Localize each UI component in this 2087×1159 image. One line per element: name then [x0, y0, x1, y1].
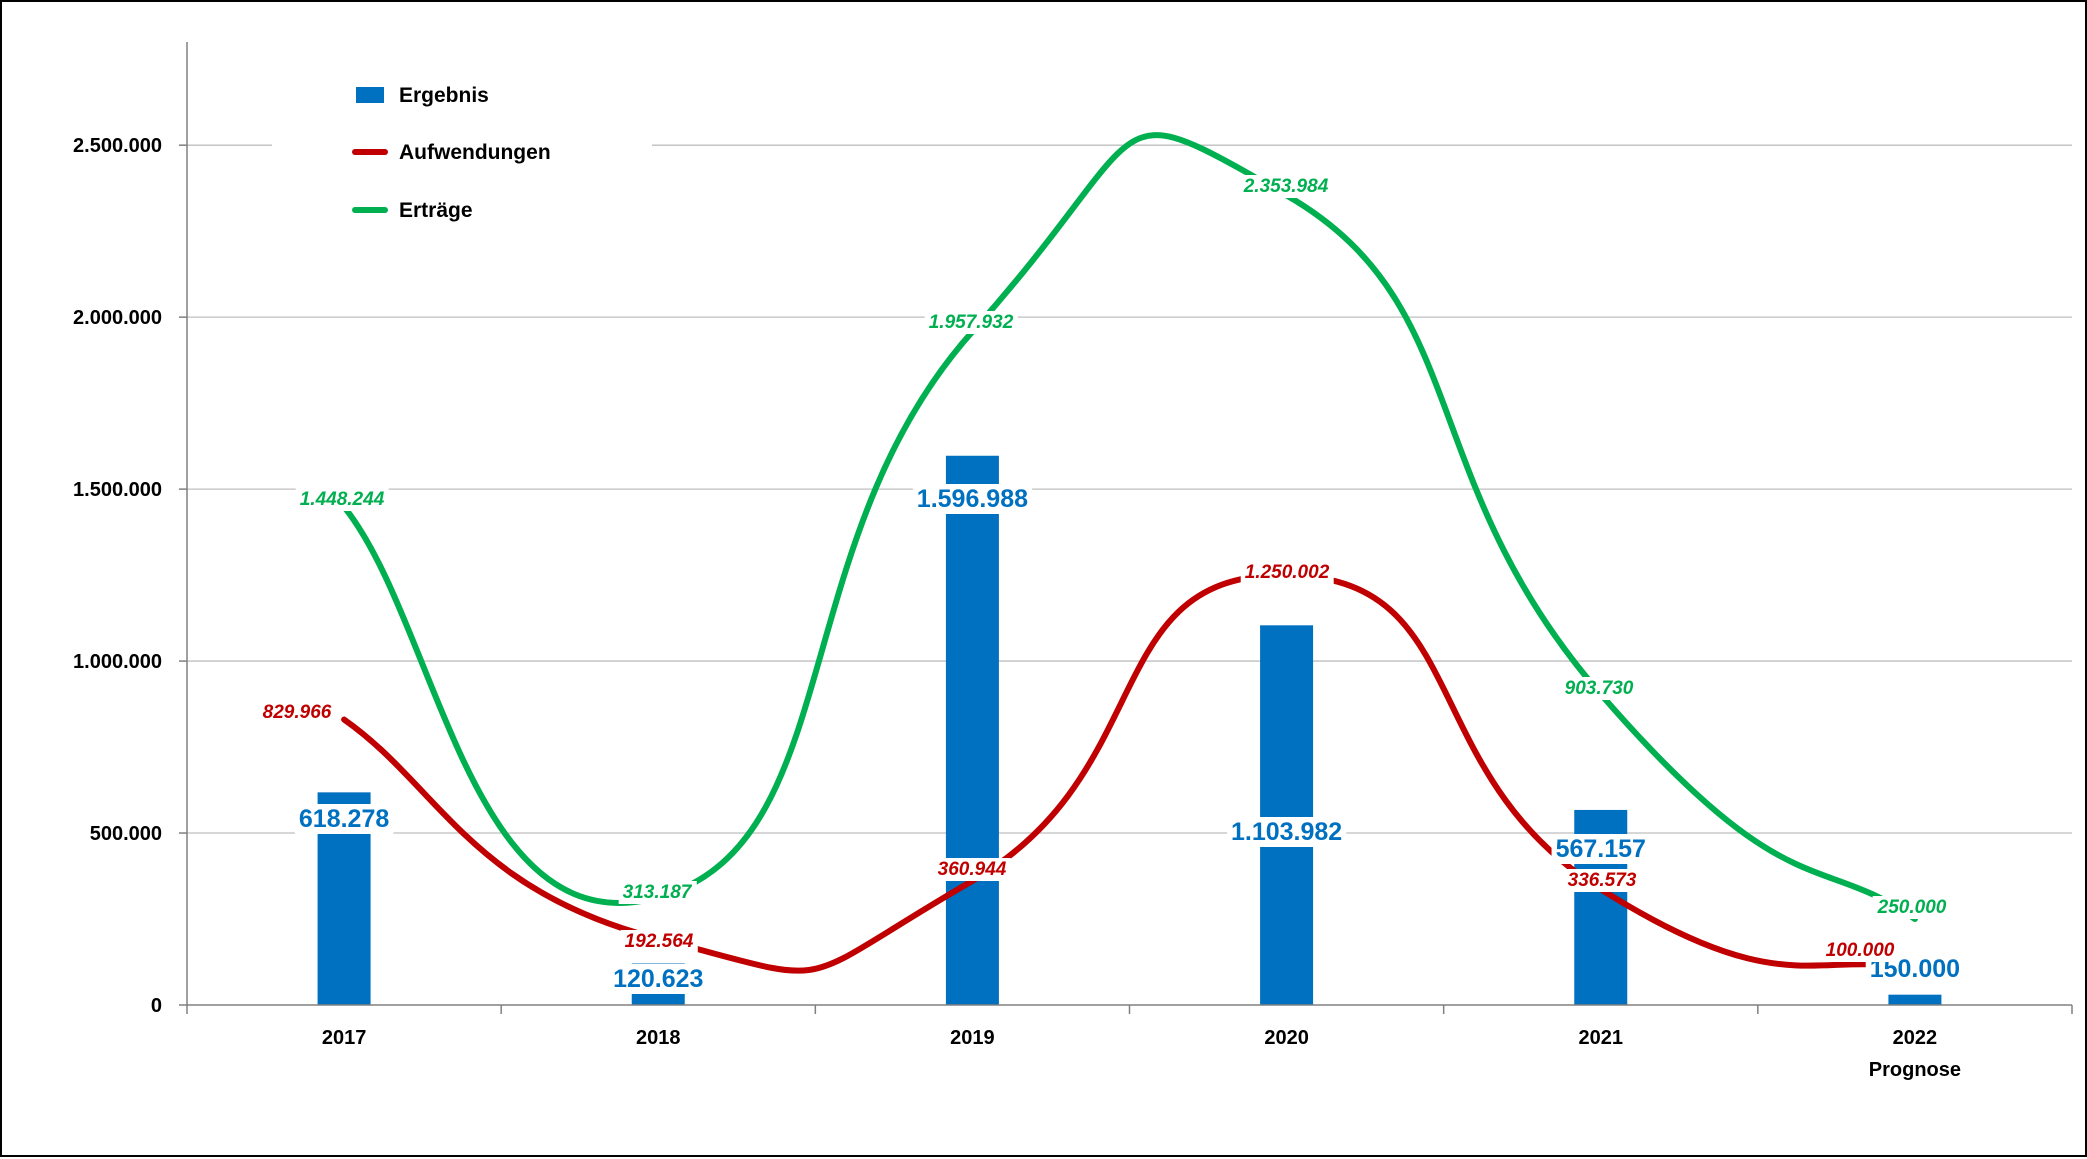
bar-value-label-text: 618.278	[299, 805, 389, 833]
y-tick-label: 2.500.000	[73, 135, 162, 157]
x-tick-label: 2018	[636, 1027, 681, 1049]
bar-value-label-text: 567.157	[1556, 835, 1646, 863]
aufwendungen-value-label: 360.944	[933, 858, 1011, 881]
ertraege-value-label: 313.187	[618, 881, 697, 904]
aufwendungen-value-label-text: 1.250.002	[1245, 562, 1330, 583]
bar-ergebnis-2020	[1260, 625, 1314, 1005]
ergebnis-bars	[317, 455, 1942, 1005]
line-ertrge	[341, 132, 1918, 923]
bar-value-label: 1.596.988	[912, 484, 1033, 514]
legend-label: Aufwendungen	[399, 141, 551, 164]
aufwendungen-value-label: 192.564	[620, 930, 698, 953]
bar-value-label-bg	[1551, 834, 1650, 864]
y-tick-label: 1.500.000	[73, 479, 162, 501]
ertraege-value-label-bg	[618, 881, 697, 904]
aufwendungen-value-label-text: 829.966	[263, 702, 332, 723]
ertraege-value-label: 1.957.932	[924, 311, 1018, 334]
ertraege-value-label-text: 1.957.932	[929, 312, 1014, 333]
bar-value-label-bg	[1226, 817, 1347, 847]
legend-swatch-bar	[356, 87, 384, 103]
x-tick-label: 2021	[1579, 1027, 1624, 1049]
y-tick-label: 0	[151, 995, 162, 1017]
ertraege-value-label-text: 2.353.984	[1243, 176, 1329, 197]
bar-value-label: 618.278	[294, 804, 394, 834]
ertraege-value-label: 250.000	[1872, 896, 1951, 919]
ertraege-value-label-text: 903.730	[1565, 678, 1634, 699]
bar-value-label-bg	[294, 804, 394, 834]
x-tick-sublabel: Prognose	[1869, 1059, 1961, 1081]
bar-value-label-text: 120.623	[613, 965, 703, 993]
y-tick-label: 500.000	[90, 823, 162, 845]
legend-label: Erträge	[399, 199, 473, 222]
ertraege-value-label-bg	[1560, 677, 1638, 700]
y-tick-label: 2.000.000	[73, 307, 162, 329]
ertraege-value-label-text: 313.187	[623, 882, 693, 903]
bar-value-label: 1.103.982	[1226, 817, 1347, 847]
aufwendungen-value-label: 336.573	[1563, 869, 1641, 892]
x-tick-label: 2020	[1264, 1027, 1309, 1049]
legend: Ergebnis Aufwendungen Erträge	[272, 77, 652, 247]
axes: 0 500.000 1.000.000 1.500.000 2.000.000 2.500…	[73, 42, 2073, 1081]
aufwendungen-value-label-text: 336.573	[1568, 870, 1637, 891]
line-labels: 829.966 192.564 360.944 1.250.002 336.573 100…	[258, 175, 1951, 962]
bar-value-label-bg	[609, 964, 708, 994]
bar-value-label: 120.623	[609, 964, 708, 994]
legend-background	[272, 77, 652, 247]
ertraege-value-label-bg	[924, 311, 1018, 334]
legend-label: Ergebnis	[399, 84, 489, 107]
bar-value-label: 567.157	[1551, 834, 1650, 864]
bar-labels: 618.278 120.623 1.596.988 1.103.982 567.157 1…	[294, 484, 1965, 994]
aufwendungen-value-label-bg	[258, 701, 336, 724]
bar-value-label-bg	[912, 484, 1033, 514]
aufwendungen-value-label-bg	[1821, 939, 1899, 962]
aufwendungen-value-label-text: 192.564	[625, 931, 694, 952]
aufwendungen-value-label: 100.000	[1821, 939, 1899, 962]
bar-value-label-text: 1.596.988	[917, 485, 1028, 513]
x-tick-label: 2019	[950, 1027, 995, 1049]
y-tick-label: 1.000.000	[73, 651, 162, 673]
bar-ergebnis-2022	[1888, 994, 1942, 1005]
aufwendungen-value-label: 829.966	[258, 701, 336, 724]
aufwendungen-value-label: 1.250.002	[1240, 561, 1334, 584]
ertraege-value-label-bg	[295, 488, 389, 511]
ertraege-value-label-text: 250.000	[1877, 897, 1947, 918]
bar-value-label-text: 1.103.982	[1231, 818, 1342, 846]
ertraege-value-label-bg	[1872, 896, 1951, 919]
ertraege-value-label-bg	[1238, 175, 1333, 198]
ertraege-value-label: 1.448.244	[295, 488, 389, 511]
aufwendungen-value-label-bg	[1563, 869, 1641, 892]
ertraege-value-label-text: 1.448.244	[300, 489, 385, 510]
series-lines	[341, 132, 1918, 974]
gridlines	[187, 144, 2072, 834]
aufwendungen-value-label-text: 100.000	[1826, 940, 1895, 961]
aufwendungen-value-label-bg	[1240, 561, 1334, 584]
aufwendungen-value-label-bg	[933, 858, 1011, 881]
bar-ergebnis-2019	[945, 455, 999, 1005]
aufwendungen-value-label-text: 360.944	[938, 859, 1007, 880]
ertraege-value-label: 903.730	[1560, 677, 1638, 700]
aufwendungen-value-label-bg	[620, 930, 698, 953]
line-aufwendungen	[341, 572, 1918, 974]
x-tick-label: 2022	[1893, 1027, 1938, 1049]
x-tick-label: 2017	[322, 1027, 367, 1049]
ertraege-value-label: 2.353.984	[1238, 175, 1333, 198]
bar-value-label: 150.000	[1865, 954, 1965, 984]
